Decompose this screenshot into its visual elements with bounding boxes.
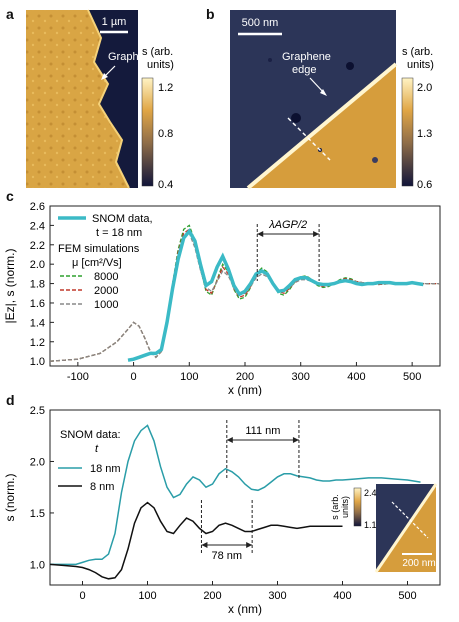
legend-title-fem: FEM simulations <box>58 243 140 255</box>
scalebar-a-label: 1 µm <box>102 16 127 28</box>
x-axis-label-d: x (nm) <box>228 602 262 616</box>
colorbar-b-label-1: s (arb. <box>402 46 433 58</box>
x-tick-label-c: 400 <box>347 371 365 383</box>
annotation-d-label: 78 nm <box>212 550 243 562</box>
annotation-a-arrowhead <box>101 73 108 80</box>
y-tick-label-d: 1.0 <box>30 559 45 571</box>
colorbar-a-label-1: s (arb. <box>142 46 173 58</box>
colorbar-b <box>401 77 414 187</box>
annotation-c-arrowhead <box>257 231 264 237</box>
afm-defect <box>372 157 378 163</box>
x-tick-label-d: 300 <box>268 590 286 602</box>
annotation-b-arrowhead <box>320 89 327 96</box>
x-tick-label-d: 0 <box>79 590 85 602</box>
y-tick-label-d: 2.0 <box>30 456 45 468</box>
legend-title-d-2: t <box>95 443 99 455</box>
colorbar-b-label-2: units) <box>407 59 434 71</box>
annotation-d-label: 111 nm <box>245 425 280 437</box>
colorbar-a-tick: 0.8 <box>158 128 173 140</box>
panel-letter-b: b <box>206 6 215 22</box>
panel-d-chart: 1.0 1.5 2.0 2.5 0 100 200 300 400 500 x (nm) s (nor… <box>3 405 441 616</box>
colorbar-b-tick: 2.0 <box>417 82 432 94</box>
y-tick-label-c: 1.2 <box>30 337 45 349</box>
legend-label-fem: 1000 <box>94 299 118 311</box>
x-tick-label-c: 300 <box>292 371 310 383</box>
annotation-c-arrowhead <box>313 231 320 237</box>
legend-title-d: SNOM data: <box>60 429 121 441</box>
x-tick-label-c: 500 <box>403 371 421 383</box>
colorbar-a-tick: 0.4 <box>158 179 173 190</box>
annotation-a: Graphene edge <box>108 51 184 63</box>
y-tick-label-c: 1.4 <box>30 317 45 329</box>
annotation-d-arrowhead <box>226 437 233 443</box>
colorbar-b-tick: 0.6 <box>417 179 432 190</box>
annotation-d-arrowhead <box>292 437 299 443</box>
inset-scalebar-label: 200 nm <box>402 558 435 569</box>
afm-image-a-graphene <box>26 10 129 188</box>
graphene-edge-line-b <box>246 62 398 190</box>
afm-defect <box>291 113 301 123</box>
annotation-d-arrowhead <box>201 542 208 548</box>
inset-colorbar-label-1: s (arb. <box>330 494 340 520</box>
afm-defect <box>346 62 354 70</box>
annotation-b-2: edge <box>292 64 316 76</box>
panel-c-chart: 1.0 1.2 1.4 1.6 1.8 2.0 2.2 2.4 2.6 -100 0 100 200 30… <box>3 201 441 396</box>
y-tick-label-d: 2.5 <box>30 405 45 417</box>
graphene-edge-line-a <box>87 9 130 189</box>
legend-label-d: 18 nm <box>90 463 121 475</box>
y-tick-label-c: 1.8 <box>30 279 45 291</box>
legend-label-snom-2: t = 18 nm <box>96 227 142 239</box>
y-tick-label-c: 1.0 <box>30 356 45 368</box>
legend-label-fem: 2000 <box>94 285 118 297</box>
annotation-c-label: λAGP/2 <box>268 219 307 231</box>
x-tick-label-d: 500 <box>398 590 416 602</box>
x-tick-label-d: 400 <box>333 590 351 602</box>
x-tick-label-c: 200 <box>236 371 254 383</box>
plot-frame-d <box>49 409 441 586</box>
inset-colorbar-label-2: units) <box>340 496 350 518</box>
annotation-b-1: Graphene <box>282 51 331 63</box>
colorbar-a-label-2: units) <box>147 59 174 71</box>
panel-letter-d: d <box>6 392 15 408</box>
legend-label-snom: SNOM data, <box>92 213 153 225</box>
series-line-d-8-nm <box>49 501 343 580</box>
x-axis-label-c: x (nm) <box>228 383 262 396</box>
annotation-d-arrowhead <box>246 542 253 548</box>
colorbar-a <box>141 77 154 187</box>
panel-letter-a: a <box>6 6 14 22</box>
afm-defect <box>268 58 272 62</box>
y-tick-label-c: 2.6 <box>30 201 45 213</box>
y-tick-label-c: 1.6 <box>30 298 45 310</box>
series-line-c-snom-data <box>127 228 424 362</box>
y-tick-label-c: 2.0 <box>30 259 45 271</box>
colorbar-b-tick: 1.3 <box>417 128 432 140</box>
legend-label-fem: 8000 <box>94 271 118 283</box>
x-tick-label-c: 0 <box>131 371 137 383</box>
legend-unit-fem: μ [cm²/Vs] <box>72 257 122 269</box>
y-tick-label-c: 2.4 <box>30 220 45 232</box>
x-tick-label-c: 100 <box>180 371 198 383</box>
y-axis-label-d: s (norm.) <box>3 473 17 521</box>
y-tick-label-d: 1.5 <box>30 508 45 520</box>
legend-label-d: 8 nm <box>90 481 114 493</box>
y-axis-label-c: |Ez|, s (norm.) <box>3 249 17 324</box>
inset-linecut <box>391 501 429 539</box>
inset-colorbar-tick: 1.1 <box>364 520 377 530</box>
panel-a-figure: 1 µm Graphene edge s (arb. units) 1.2 0.… <box>26 9 184 190</box>
panel-b-figure: 500 nm Graphene edge s (arb. units) 2.0 … <box>230 10 434 190</box>
linecut-b <box>287 117 331 161</box>
inset-graphene-edge <box>374 483 438 573</box>
x-tick-label-c: -100 <box>67 371 89 383</box>
scalebar-b-label: 500 nm <box>242 17 279 29</box>
inset-colorbar-tick: 2.4 <box>364 488 377 498</box>
x-tick-label-d: 100 <box>138 590 156 602</box>
colorbar-a-tick: 1.2 <box>158 82 173 94</box>
inset-colorbar <box>353 487 362 527</box>
panel-letter-c: c <box>6 188 14 204</box>
series-line-d-18-nm <box>50 424 421 566</box>
x-tick-label-d: 200 <box>203 590 221 602</box>
y-tick-label-c: 2.2 <box>30 240 45 252</box>
